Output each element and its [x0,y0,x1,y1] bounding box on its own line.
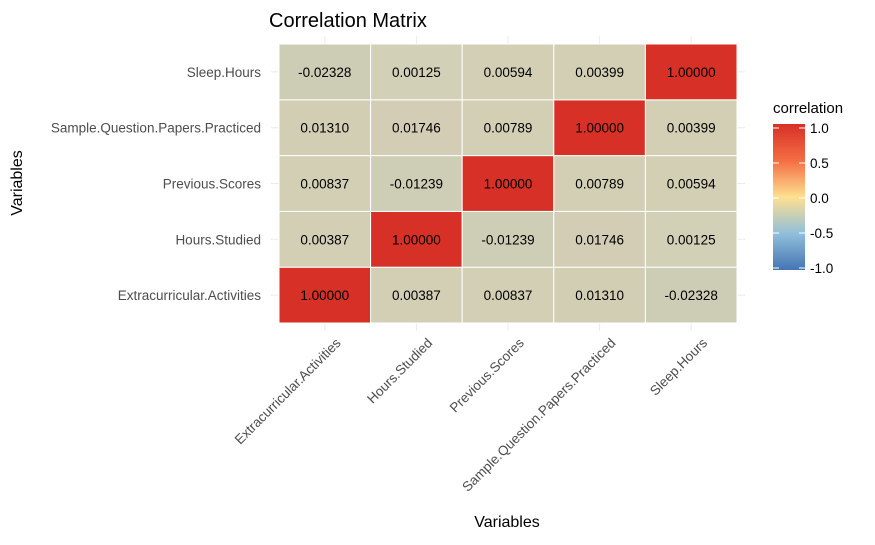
heatmap-cell-label: 1.00000 [392,232,441,247]
heatmap-cell [461,210,555,268]
legend-tick-label: -0.5 [810,226,833,241]
heatmap-cell-label: 1.00000 [575,121,624,136]
heatmap-cell-labels: 1.00000 0.00387 0.00837 0.01310 -0.02328 0.00… [298,65,718,303]
heatmap-cell [461,266,555,324]
heatmap-cell-label: -0.02328 [298,65,351,80]
heatmap-cell [644,99,738,157]
legend-tick-label: 0.0 [810,191,829,206]
heatmap-cell [370,266,463,324]
legend-title: correlation [773,100,843,117]
legend-color-bar [773,124,805,270]
x-axis-tick-label: Hours.Studied [364,335,435,406]
x-axis-tick-labels: Extracurricular.Activities Hours.Studied P… [232,335,711,494]
heatmap-cell [553,43,646,101]
heatmap-cell [644,43,738,101]
y-axis-tick-label: Previous.Scores [163,177,262,192]
heatmap-cell [644,210,738,268]
heatmap-cell [553,210,646,268]
heatmap-cell [370,155,463,212]
heatmap-cell-label: 0.01310 [575,288,624,303]
heatmap-cell [644,266,738,324]
heatmap-cell-label: 0.01746 [392,121,441,136]
y-axis-tick-label: Sleep.Hours [187,65,262,80]
legend-ticks: 1.0 0.5 0.0 -0.5 -1.0 [773,121,833,276]
heatmap-cell [461,43,555,101]
heatmap-cells [278,43,738,324]
legend-tick-label: 1.0 [810,121,829,136]
y-axis-label: Variables [9,150,26,216]
heatmap-cell-label: 0.01310 [300,121,349,136]
heatmap-cell-label: 0.00387 [392,288,441,303]
heatmap-cell-label: 0.01746 [575,232,624,247]
heatmap-cell-label: 0.00125 [667,232,716,247]
heatmap-cell [278,43,372,101]
heatmap-cell-label: 0.00789 [484,121,533,136]
heatmap-cell [370,99,463,157]
heatmap-cell-label: 0.00789 [575,177,624,192]
x-axis-label: Variables [474,514,540,531]
heatmap-cell-label: 0.00837 [484,288,533,303]
heatmap-cell-label: 1.00000 [300,288,349,303]
heatmap-cell-label: 0.00125 [392,65,441,80]
x-axis-tick-label: Sleep.Hours [647,335,710,398]
x-axis-tick-label: Extracurricular.Activities [232,335,344,447]
heatmap-cell [278,155,372,212]
heatmap-cell-label: 0.00837 [300,177,349,192]
heatmap-cell [278,210,372,268]
heatmap-cell-label: -0.02328 [665,288,718,303]
heatmap-cell-label: 1.00000 [667,65,716,80]
heatmap-cell-label: -0.01239 [390,177,443,192]
heatmap-cell-label: 0.00399 [667,121,716,136]
color-legend: correlation 1.0 0.5 0.0 -0.5 -1.0 [773,100,843,276]
legend-tick-label: 0.5 [810,156,829,171]
legend-tick-label: -1.0 [810,261,833,276]
heatmap-cell [278,99,372,157]
x-axis-tick-label: Previous.Scores [447,335,527,415]
y-axis-tick-labels: Extracurricular.Activities Hours.Studied P… [51,65,261,303]
heatmap-cell [461,155,555,212]
y-axis-tick-label: Extracurricular.Activities [118,288,262,303]
heatmap-cell-label: -0.01239 [481,232,534,247]
heatmap-cell [553,266,646,324]
heatmap-cell-label: 0.00594 [484,65,533,80]
heatmap-cell [370,210,463,268]
y-axis-tick-label: Hours.Studied [175,232,261,247]
y-axis-tick-label: Sample.Question.Papers.Practiced [51,121,261,136]
x-axis-tick-label: Sample.Question.Papers.Practiced [459,335,618,494]
heatmap-cell-label: 0.00594 [667,177,716,192]
chart-title: Correlation Matrix [269,10,427,32]
heatmap-cell-label: 0.00387 [300,232,349,247]
heatmap-cell-label: 1.00000 [484,177,533,192]
heatmap-cell-label: 0.00399 [575,65,624,80]
